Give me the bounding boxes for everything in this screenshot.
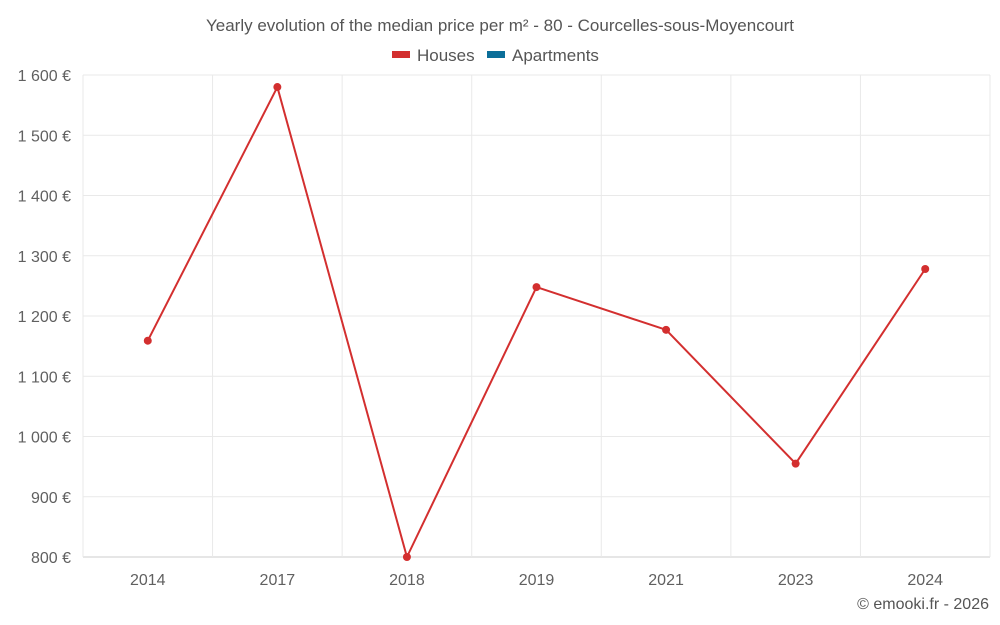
x-tick-label: 2017 xyxy=(260,572,296,589)
y-tick-label: 1 600 € xyxy=(18,68,71,85)
x-tick-label: 2014 xyxy=(130,572,166,589)
y-tick-label: 1 500 € xyxy=(18,128,71,145)
chart-title: Yearly evolution of the median price per… xyxy=(206,16,794,35)
series-layer xyxy=(143,83,930,561)
x-axis-labels: 2014 2017 2018 2019 2021 2023 2024 xyxy=(130,572,943,589)
series-line-houses xyxy=(146,86,927,558)
data-point[interactable] xyxy=(532,283,541,292)
y-tick-label: 1 400 € xyxy=(18,189,71,206)
legend-swatch-houses[interactable] xyxy=(392,51,410,58)
y-tick-label: 1 300 € xyxy=(18,249,71,266)
x-tick-label: 2018 xyxy=(389,572,425,589)
y-tick-label: 800 € xyxy=(31,550,71,567)
x-tick-label: 2019 xyxy=(519,572,555,589)
legend-swatch-apartments[interactable] xyxy=(487,51,505,58)
y-axis-labels: 800 € 900 € 1 000 € 1 100 € 1 200 € 1 300 € 1 … xyxy=(18,68,71,567)
y-tick-label: 900 € xyxy=(31,490,71,507)
data-point[interactable] xyxy=(143,336,152,345)
data-point[interactable] xyxy=(402,553,411,561)
x-tick-label: 2024 xyxy=(907,572,943,589)
legend-label-houses[interactable]: Houses xyxy=(417,46,475,65)
y-tick-label: 1 000 € xyxy=(18,430,71,447)
grid xyxy=(82,74,991,558)
legend-label-apartments[interactable]: Apartments xyxy=(512,46,599,65)
y-tick-label: 1 100 € xyxy=(18,369,71,386)
data-point[interactable] xyxy=(921,265,930,274)
legend: Houses Apartments xyxy=(392,46,599,65)
data-point[interactable] xyxy=(662,325,671,334)
y-tick-label: 1 200 € xyxy=(18,309,71,326)
credit-text: © emooki.fr - 2026 xyxy=(857,596,989,613)
x-tick-label: 2023 xyxy=(778,572,814,589)
x-tick-label: 2021 xyxy=(648,572,684,589)
data-point[interactable] xyxy=(791,459,800,468)
data-point[interactable] xyxy=(273,83,282,92)
